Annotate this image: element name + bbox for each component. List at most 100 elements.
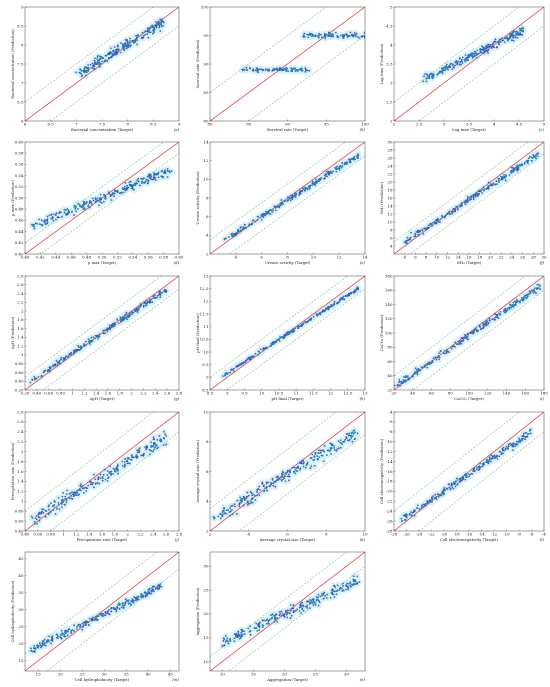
data-point — [491, 47, 493, 49]
data-point — [459, 57, 461, 59]
data-point — [340, 35, 342, 37]
data-point — [345, 436, 347, 438]
data-point — [472, 332, 474, 334]
data-point — [99, 613, 101, 615]
y-tick-label: 1.4 — [17, 335, 24, 340]
data-point — [105, 611, 107, 613]
data-point — [504, 309, 506, 311]
data-point — [414, 233, 416, 235]
x-tick-label: 20 — [488, 255, 494, 260]
data-point — [244, 224, 246, 226]
data-point — [490, 44, 492, 46]
data-point — [465, 201, 467, 203]
data-point — [421, 505, 423, 507]
data-point — [159, 291, 161, 293]
data-point — [316, 596, 318, 598]
data-point — [482, 48, 484, 50]
data-point — [347, 588, 349, 590]
data-point — [229, 515, 231, 517]
data-point — [332, 170, 334, 172]
data-point — [222, 375, 224, 377]
data-point — [347, 161, 349, 163]
data-point — [127, 41, 129, 43]
data-point — [364, 32, 366, 34]
data-point — [404, 515, 406, 517]
data-point — [61, 506, 63, 508]
data-point — [47, 216, 49, 218]
data-point — [405, 519, 407, 521]
data-point — [428, 227, 430, 229]
data-point — [92, 198, 94, 200]
data-point — [139, 306, 141, 308]
y-tick-label: 2 — [206, 251, 209, 256]
data-point — [485, 45, 487, 47]
data-point — [311, 465, 313, 467]
data-point — [485, 325, 487, 327]
data-point — [114, 192, 116, 194]
data-point — [441, 70, 443, 72]
y-tick-label: 0.20 — [15, 387, 24, 392]
data-point — [451, 485, 453, 487]
data-point — [243, 630, 245, 632]
data-point — [513, 304, 515, 306]
data-point — [79, 485, 81, 487]
data-point — [336, 166, 338, 168]
data-point — [287, 199, 289, 201]
y-tick-label: 0.46 — [15, 218, 24, 223]
data-point — [479, 326, 481, 328]
data-point — [511, 172, 513, 174]
x-tick-label: 100 — [361, 122, 369, 127]
data-point — [520, 165, 522, 167]
data-point — [81, 623, 83, 625]
data-point — [126, 44, 128, 46]
data-point — [113, 53, 115, 55]
data-point — [508, 445, 510, 447]
data-point — [467, 56, 469, 58]
data-point — [277, 479, 279, 481]
data-point — [320, 452, 322, 454]
data-point — [266, 481, 268, 483]
data-point — [470, 332, 472, 334]
data-point — [344, 164, 346, 166]
data-point — [244, 361, 246, 363]
data-point — [483, 50, 485, 52]
data-point — [92, 62, 94, 64]
data-point — [285, 332, 287, 334]
data-point — [107, 480, 109, 482]
x-tick-label: 160 — [521, 391, 529, 396]
data-point — [250, 359, 252, 361]
data-point — [88, 204, 90, 206]
data-point — [504, 312, 506, 314]
data-point — [252, 68, 254, 70]
data-point — [473, 330, 475, 332]
data-point — [149, 454, 151, 456]
data-point — [495, 41, 497, 43]
data-point — [529, 430, 531, 432]
data-point — [50, 639, 52, 641]
data-point — [519, 300, 521, 302]
x-tick-label: 2 — [130, 391, 133, 396]
data-point — [151, 587, 153, 589]
data-point — [444, 350, 446, 352]
data-point — [517, 31, 519, 33]
data-point — [524, 162, 526, 164]
data-point — [439, 71, 441, 73]
data-point — [300, 606, 302, 608]
data-point — [58, 361, 60, 363]
data-point — [333, 445, 335, 447]
x-tick-label: 7.5 — [99, 122, 106, 127]
data-point — [312, 181, 314, 183]
data-point — [479, 463, 481, 465]
data-point — [483, 464, 485, 466]
x-tick-label: 6 — [286, 532, 289, 537]
data-point — [269, 619, 271, 621]
data-point — [126, 318, 128, 320]
data-point — [336, 590, 338, 592]
data-point — [134, 309, 136, 311]
x-tick-label: 6 — [414, 255, 417, 260]
data-point — [446, 64, 448, 66]
data-point — [141, 36, 143, 38]
y-tick-label: 10.5 — [200, 337, 209, 342]
